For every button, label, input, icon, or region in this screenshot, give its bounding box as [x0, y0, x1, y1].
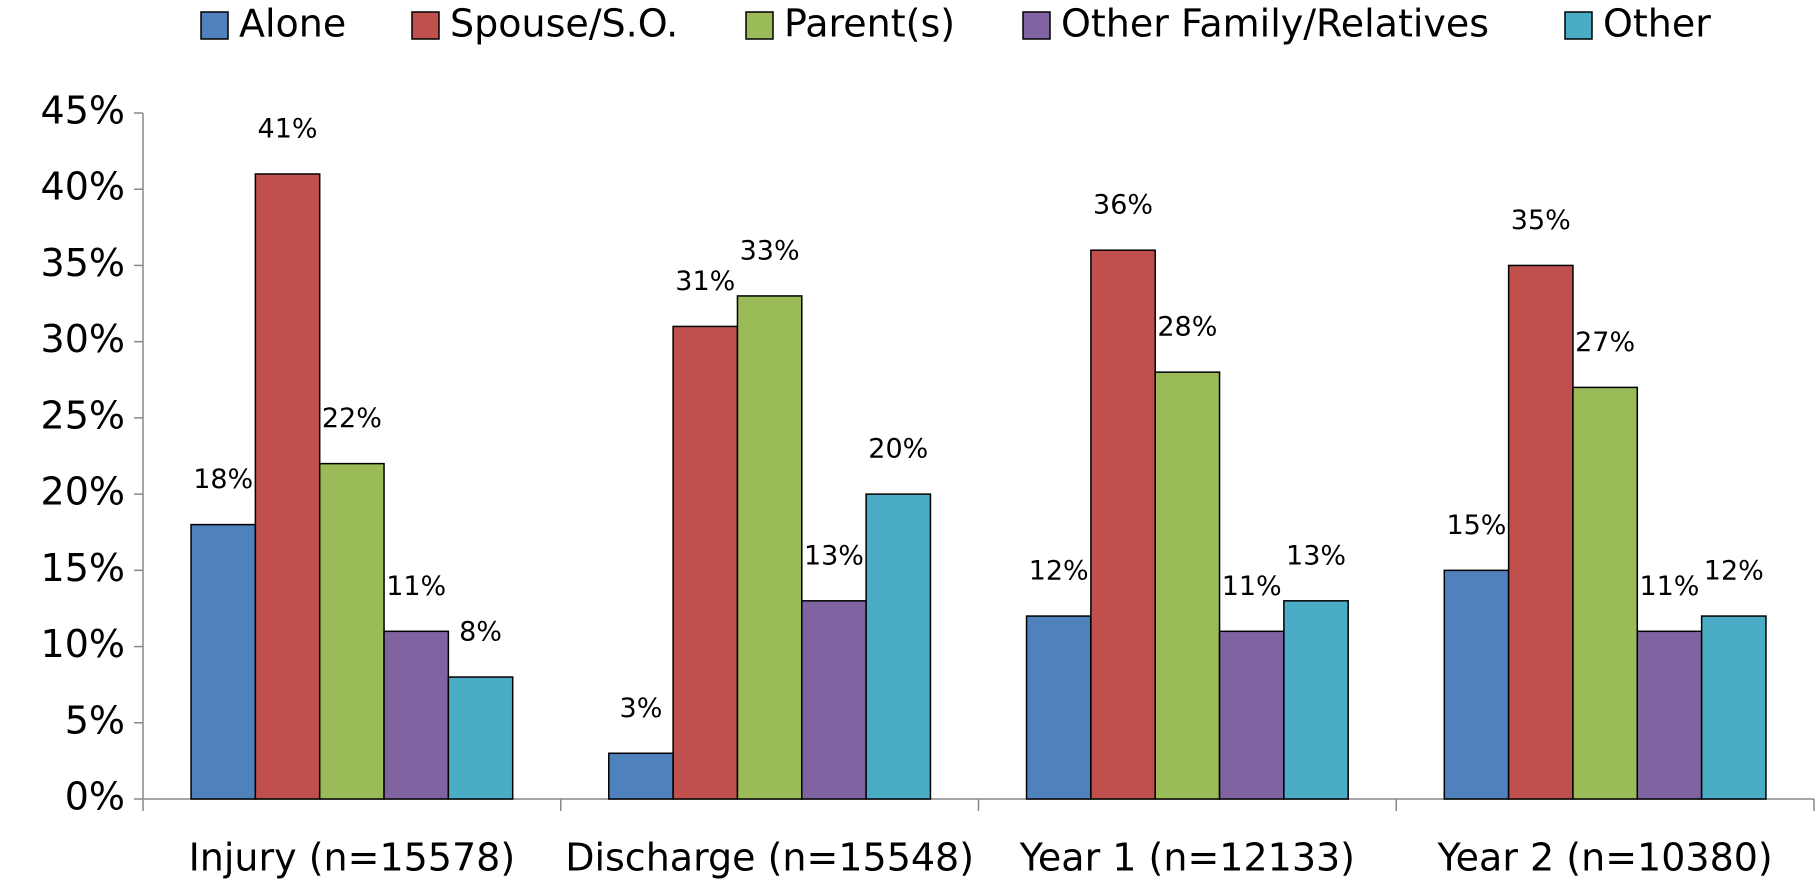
- bar: [1283, 600, 1349, 800]
- data-label: 11%: [1639, 571, 1699, 602]
- data-label: 13%: [804, 540, 864, 571]
- bar: [383, 630, 450, 800]
- y-tick-label: 20%: [41, 470, 125, 514]
- data-label: 41%: [258, 113, 318, 144]
- legend-label: Alone: [239, 2, 346, 46]
- data-label: 12%: [1029, 556, 1089, 587]
- legend-label: Other Family/Relatives: [1061, 2, 1489, 46]
- data-label: 15%: [1446, 510, 1506, 541]
- legend-swatch: [1564, 11, 1593, 40]
- bar: [254, 173, 321, 800]
- bar: [1700, 615, 1767, 800]
- x-tick-label: Discharge (n=15548): [565, 836, 974, 880]
- x-tick-label: Year 1 (n=12133): [1019, 836, 1355, 880]
- bar: [1636, 630, 1703, 800]
- data-label: 36%: [1093, 190, 1153, 221]
- bar: [1025, 615, 1092, 800]
- data-label: 3%: [620, 693, 663, 724]
- data-label: 18%: [193, 464, 253, 495]
- y-tick-label: 5%: [65, 698, 125, 742]
- bar: [672, 325, 739, 800]
- y-tick-label: 25%: [41, 393, 125, 437]
- data-label: 11%: [386, 571, 446, 602]
- bar: [1572, 386, 1639, 800]
- legend-swatch: [200, 11, 229, 40]
- x-tick-label: Year 2 (n=10380): [1437, 836, 1773, 880]
- data-label: 33%: [740, 235, 800, 266]
- bar: [318, 462, 385, 800]
- y-tick-label: 0%: [65, 775, 125, 819]
- data-label: 11%: [1222, 571, 1282, 602]
- data-label: 8%: [459, 617, 502, 648]
- y-tick-label: 45%: [41, 89, 125, 133]
- bar: [447, 676, 514, 800]
- bar: [1507, 264, 1574, 800]
- bar: [1218, 630, 1285, 800]
- y-tick-label: 35%: [41, 241, 125, 285]
- bar: [1090, 249, 1156, 800]
- y-tick-label: 15%: [41, 546, 125, 590]
- data-label: 20%: [868, 434, 928, 465]
- data-label: 28%: [1157, 312, 1217, 343]
- y-tick-label: 10%: [41, 622, 125, 666]
- bar: [801, 600, 867, 800]
- y-tick-label: 40%: [41, 165, 125, 209]
- bar: [736, 295, 803, 800]
- legend-swatch: [411, 11, 440, 40]
- data-label: 27%: [1575, 327, 1635, 358]
- bar: [608, 752, 674, 800]
- x-tick-label: Injury (n=15578): [189, 836, 516, 880]
- data-label: 12%: [1704, 556, 1764, 587]
- data-label: 31%: [675, 266, 735, 297]
- bar: [1154, 371, 1221, 800]
- y-tick-label: 30%: [41, 317, 125, 361]
- bar: [190, 523, 257, 800]
- data-label: 13%: [1286, 540, 1346, 571]
- data-label: 22%: [322, 403, 382, 434]
- data-label: 35%: [1511, 205, 1571, 236]
- legend-label: Parent(s): [784, 2, 955, 46]
- legend-label: Spouse/S.O.: [450, 2, 678, 46]
- legend-label: Other: [1603, 2, 1711, 46]
- bar: [865, 493, 932, 800]
- legend-swatch: [745, 11, 774, 40]
- legend-swatch: [1022, 11, 1051, 40]
- bar: [1443, 569, 1510, 800]
